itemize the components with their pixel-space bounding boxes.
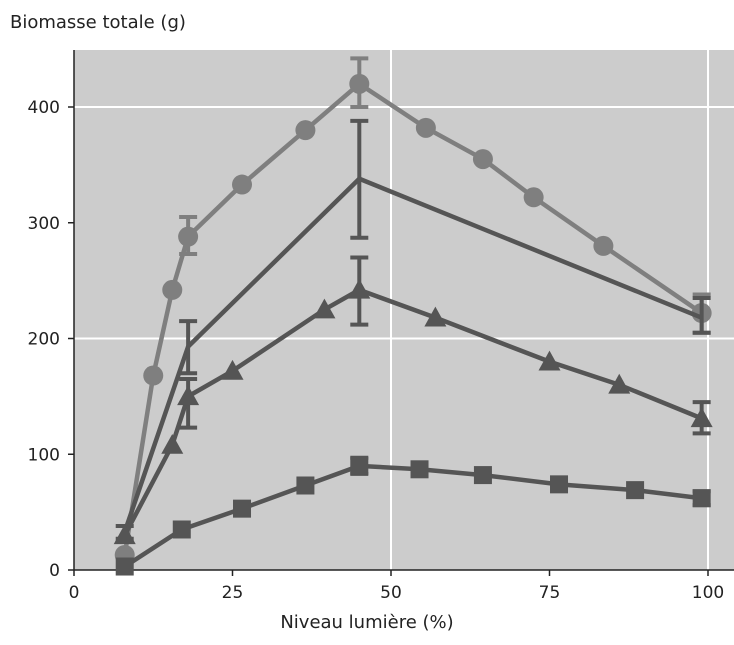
x-axis-title: Niveau lumière (%) — [280, 612, 454, 633]
series-3-point — [115, 557, 134, 576]
x-tick-label: 0 — [69, 583, 80, 603]
x-tick-label: 25 — [222, 583, 244, 603]
series-2-point — [113, 524, 136, 545]
series-3-line — [123, 463, 702, 569]
series-3-point — [473, 466, 492, 485]
y-tick-label: 100 — [28, 445, 60, 465]
series-0-point — [232, 174, 253, 195]
series-2-point — [348, 278, 371, 299]
series-0-line — [122, 81, 703, 556]
series-2-point — [313, 298, 336, 319]
series-2-line — [122, 287, 703, 537]
series-0-point — [593, 235, 614, 256]
series-3-point — [350, 456, 369, 475]
series-0-point — [349, 73, 370, 94]
x-tick-label: 100 — [692, 583, 724, 603]
series-0-point — [143, 365, 164, 386]
series-2-point — [608, 373, 631, 394]
y-axis-title: Biomasse totale (g) — [10, 12, 186, 33]
series-0-point — [162, 279, 183, 300]
plot-area — [74, 50, 734, 570]
series-3-point — [172, 520, 191, 539]
series-0-point — [178, 226, 199, 247]
series-3-point — [233, 499, 252, 518]
series-0-point — [472, 149, 493, 170]
series-2-point — [690, 407, 713, 428]
series-3-point — [296, 476, 315, 495]
series-3-point — [550, 475, 569, 494]
series-2-point — [538, 350, 561, 371]
x-tick-label: 50 — [380, 583, 402, 603]
series-1-line — [122, 176, 703, 533]
series-2-point — [177, 385, 200, 406]
series-3-point — [692, 489, 711, 508]
y-tick-label: 400 — [28, 98, 60, 118]
series-3-point — [626, 481, 645, 500]
series-0-point — [523, 187, 544, 208]
y-tick-label: 0 — [49, 561, 60, 581]
series-2-point — [424, 306, 447, 327]
x-tick-label: 75 — [539, 583, 561, 603]
series-3-point — [410, 460, 429, 479]
y-tick-label: 300 — [28, 214, 60, 234]
y-tick-label: 200 — [28, 330, 60, 350]
series-2-point — [221, 359, 244, 380]
series-0-point — [295, 120, 316, 141]
series-0-point — [415, 117, 436, 138]
series-2-point — [161, 433, 184, 454]
